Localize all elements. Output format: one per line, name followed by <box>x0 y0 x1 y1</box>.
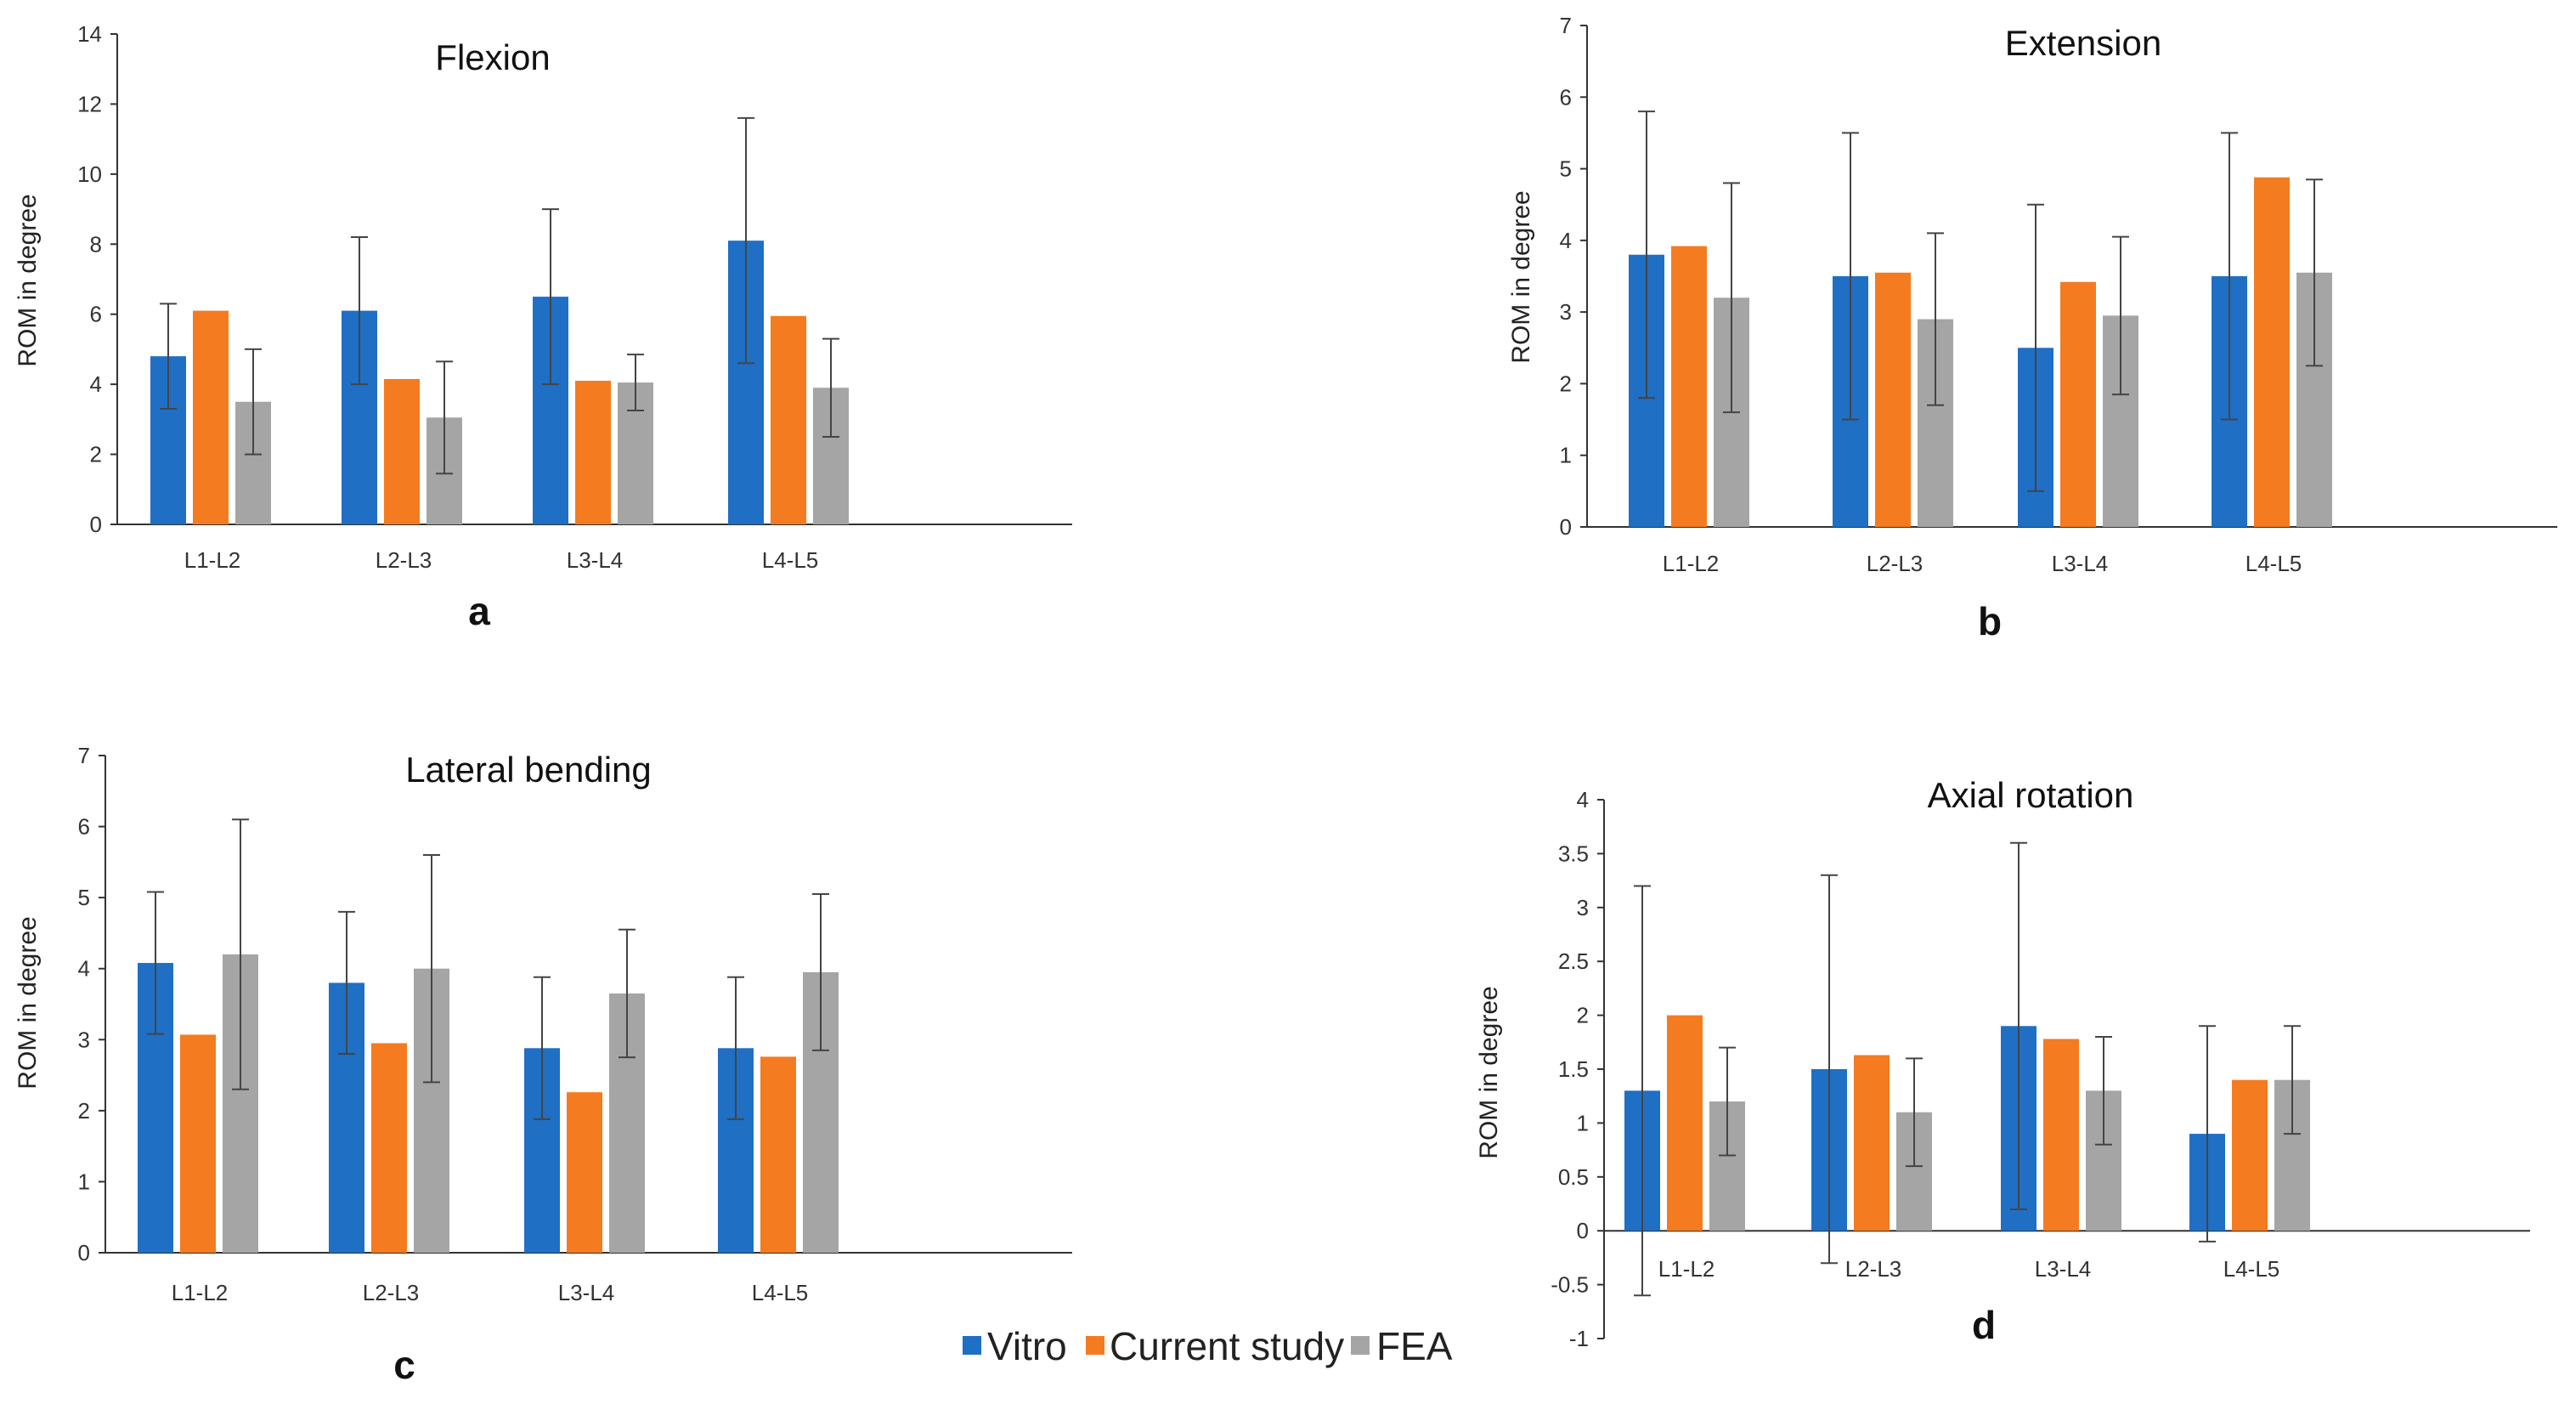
chart-extension: 0 1 2 3 4 5 6 7 L1-L2 L2-L3 L3-L4 L4-L5 Extension ROM… <box>1507 13 2557 643</box>
x-category-label: L3-L4 <box>558 1280 615 1305</box>
legend-swatch-fea <box>1351 1336 1370 1355</box>
y-tick-label: 3 <box>1560 299 1572 325</box>
y-tick-label: 2 <box>90 442 102 467</box>
y-tick-label: 3 <box>78 1027 90 1052</box>
chart-lateral-bending: 0 1 2 3 4 5 6 7 L1-L2 L2-L3 L3-L4 L4-L5 Lateral bend… <box>14 743 1072 1387</box>
y-tick-label: 1 <box>1577 1110 1589 1135</box>
bar-current-study <box>180 1034 216 1253</box>
x-category-label: L4-L5 <box>2246 551 2302 576</box>
bar-current-study <box>771 315 806 524</box>
y-tick-label: 2 <box>78 1098 90 1124</box>
y-tick-label: 3 <box>1577 895 1589 920</box>
y-tick-label: 8 <box>90 231 102 257</box>
y-tick-label: -1 <box>1569 1326 1589 1351</box>
chart-flexion: 0 2 4 6 8 10 12 14 L1-L2 L2-L3 L3-L4 L4-L5 Flexion RO… <box>14 21 1072 633</box>
bar-current-study <box>384 378 420 524</box>
y-tick-label: 12 <box>77 91 102 116</box>
panel-label: c <box>393 1343 415 1387</box>
y-axis-label: ROM in degree <box>1475 986 1503 1158</box>
bar-current-study <box>193 310 229 524</box>
x-category-label: L1-L2 <box>1658 1256 1715 1282</box>
x-category-label: L4-L5 <box>2223 1256 2280 1282</box>
y-tick-label: -0.5 <box>1551 1272 1589 1298</box>
y-tick-label: 6 <box>1560 84 1572 110</box>
y-tick-label: 3.5 <box>1558 841 1589 866</box>
chart-title: Flexion <box>435 37 550 77</box>
bar-current-study <box>371 1043 407 1253</box>
y-tick-label: 5 <box>78 885 90 910</box>
bar-current-study <box>2043 1039 2079 1231</box>
panel-label: d <box>1972 1303 1996 1347</box>
x-category-label: L3-L4 <box>2052 551 2109 576</box>
y-axis-label: ROM in degree <box>14 916 42 1089</box>
chart-title: Lateral bending <box>405 750 652 790</box>
legend-label-fea: FEA <box>1376 1324 1453 1368</box>
y-tick-label: 4 <box>1577 787 1589 812</box>
y-tick-label: 4 <box>90 371 102 397</box>
bar-current-study <box>2232 1079 2268 1231</box>
y-tick-label: 1 <box>1560 443 1572 468</box>
x-category-label: L3-L4 <box>2035 1256 2092 1282</box>
bar-current-study <box>575 381 611 524</box>
bar-current-study <box>1667 1015 1703 1231</box>
y-tick-label: 1.5 <box>1558 1056 1589 1082</box>
bar-current-study <box>1671 246 1707 527</box>
legend-swatch-current-study <box>1086 1336 1104 1355</box>
y-tick-label: 7 <box>78 743 90 768</box>
x-category-label: L1-L2 <box>172 1280 229 1305</box>
y-tick-label: 6 <box>78 814 90 840</box>
legend-label-vitro: Vitro <box>987 1324 1067 1368</box>
x-category-label: L3-L4 <box>567 547 624 573</box>
y-tick-label: 0 <box>90 512 102 537</box>
y-tick-label: 10 <box>77 161 102 187</box>
y-tick-label: 14 <box>77 21 102 47</box>
y-tick-label: 4 <box>1560 228 1572 253</box>
chart-axial-rotation: -1 -0.5 0 0.5 1 1.5 2 2.5 3 3.5 4 L1-L2 L2-L3 L3-L4 L4… <box>1475 775 2530 1351</box>
y-tick-label: 0.5 <box>1558 1164 1589 1190</box>
y-tick-label: 2.5 <box>1558 948 1589 974</box>
y-axis-label: ROM in degree <box>14 194 42 366</box>
x-category-label: L1-L2 <box>1663 551 1720 576</box>
x-category-label: L4-L5 <box>752 1280 809 1305</box>
panel-label: a <box>468 589 490 633</box>
y-tick-label: 6 <box>90 302 102 327</box>
chart-title: Extension <box>2005 23 2161 63</box>
bar-current-study <box>567 1092 602 1253</box>
legend-label-current-study: Current study <box>1110 1324 1344 1368</box>
x-category-label: L2-L3 <box>1845 1256 1902 1282</box>
bar-current-study <box>1854 1055 1890 1231</box>
y-tick-label: 2 <box>1560 371 1572 396</box>
y-tick-label: 0 <box>78 1240 90 1265</box>
bar-current-study <box>760 1056 796 1253</box>
y-tick-label: 2 <box>1577 1003 1589 1028</box>
y-tick-label: 0 <box>1560 514 1572 540</box>
x-category-label: L2-L3 <box>363 1280 420 1305</box>
y-tick-label: 0 <box>1577 1218 1589 1243</box>
y-tick-label: 7 <box>1560 13 1572 38</box>
x-category-label: L4-L5 <box>762 547 819 573</box>
y-tick-label: 1 <box>78 1169 90 1194</box>
y-axis-label: ROM in degree <box>1507 190 1535 363</box>
x-category-label: L2-L3 <box>1867 551 1924 576</box>
bar-current-study <box>2060 281 2096 527</box>
x-category-label: L1-L2 <box>184 547 241 573</box>
y-tick-label: 4 <box>78 956 90 982</box>
legend-swatch-vitro <box>963 1336 981 1355</box>
bar-current-study <box>1875 272 1911 527</box>
bar-current-study <box>2254 177 2290 527</box>
y-tick-label: 5 <box>1560 156 1572 182</box>
x-category-label: L2-L3 <box>376 547 432 573</box>
legend: Vitro Current study FEA <box>963 1324 1453 1368</box>
chart-title: Axial rotation <box>1928 775 2134 815</box>
panel-label: b <box>1978 599 2002 643</box>
